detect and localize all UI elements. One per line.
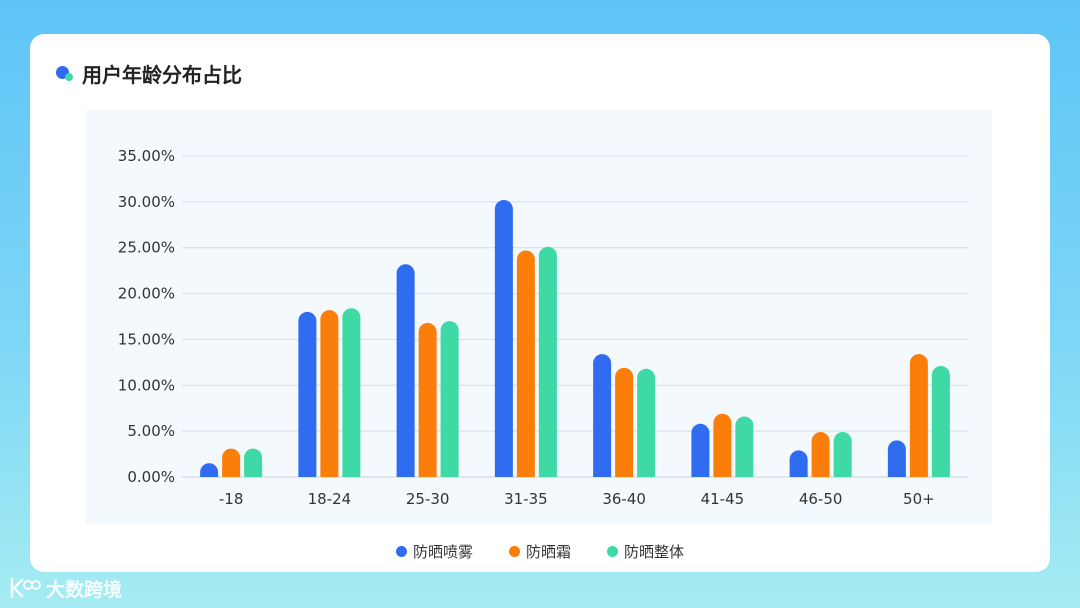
- bar: [440, 321, 459, 477]
- legend-label: 防晒霜: [525, 542, 571, 561]
- bar: [789, 450, 808, 477]
- x-tick-label: 25-30: [406, 490, 450, 508]
- legend-label: 防晒整体: [624, 542, 685, 561]
- bar: [418, 322, 437, 477]
- bar: [342, 308, 361, 477]
- title-dots-icon: [54, 62, 76, 84]
- bar: [615, 367, 634, 477]
- y-tick-label: 20.00%: [118, 285, 175, 303]
- watermark: 大数跨境: [8, 574, 122, 602]
- x-tick-label: 18-24: [308, 490, 352, 508]
- bar: [494, 200, 513, 477]
- chart-header: 用户年龄分布占比: [54, 58, 242, 88]
- bar: [200, 463, 219, 477]
- x-tick-label: 41-45: [701, 490, 745, 508]
- legend-swatch: [508, 545, 520, 557]
- y-tick-label: 35.00%: [118, 147, 175, 165]
- chart-legend: 防晒喷雾 防晒霜 防晒整体: [30, 540, 1050, 562]
- bar: [931, 366, 950, 477]
- bar: [244, 448, 263, 477]
- bar: [516, 250, 535, 477]
- y-tick-label: 0.00%: [127, 468, 175, 486]
- legend-item: 防晒霜: [508, 541, 571, 562]
- chart-card: 用户年龄分布占比 0.00% 5.00% 10.00% 15.00% 20.00% 25.…: [30, 34, 1050, 572]
- x-tick-label: 50+: [903, 490, 935, 508]
- y-tick-label: 25.00%: [118, 239, 175, 257]
- watermark-text: 大数跨境: [46, 578, 123, 601]
- legend-item: 防晒整体: [607, 541, 684, 562]
- y-tick-label: 10.00%: [118, 376, 175, 394]
- bar: [833, 432, 852, 477]
- bar: [593, 354, 612, 477]
- bar: [713, 413, 732, 477]
- bar: [538, 246, 557, 477]
- bar-chart: 0.00% 5.00% 10.00% 15.00% 20.00% 25.00% 30.00%…: [118, 147, 968, 508]
- bar: [811, 432, 830, 477]
- legend-swatch: [607, 545, 618, 557]
- bar: [909, 354, 928, 477]
- x-tick-label: 31-35: [504, 490, 548, 508]
- chart-title: 用户年龄分布占比: [82, 62, 242, 87]
- legend-swatch: [395, 545, 407, 557]
- bar: [298, 311, 317, 477]
- k100-logo-icon: [10, 577, 41, 599]
- x-tick-label: 36-40: [602, 490, 646, 508]
- bar: [735, 416, 754, 477]
- legend-item: 防晒喷雾: [395, 541, 473, 562]
- y-tick-label: 30.00%: [118, 193, 175, 211]
- bar: [887, 440, 906, 477]
- bar: [320, 310, 339, 477]
- y-tick-label: 5.00%: [127, 422, 175, 440]
- bar: [222, 448, 241, 477]
- bar: [396, 264, 415, 477]
- legend-label: 防晒喷雾: [412, 542, 473, 561]
- x-tick-label: -18: [219, 490, 244, 508]
- y-tick-label: 15.00%: [118, 330, 175, 348]
- bar: [691, 423, 710, 477]
- x-tick-label: 46-50: [799, 490, 843, 508]
- bar: [637, 368, 656, 477]
